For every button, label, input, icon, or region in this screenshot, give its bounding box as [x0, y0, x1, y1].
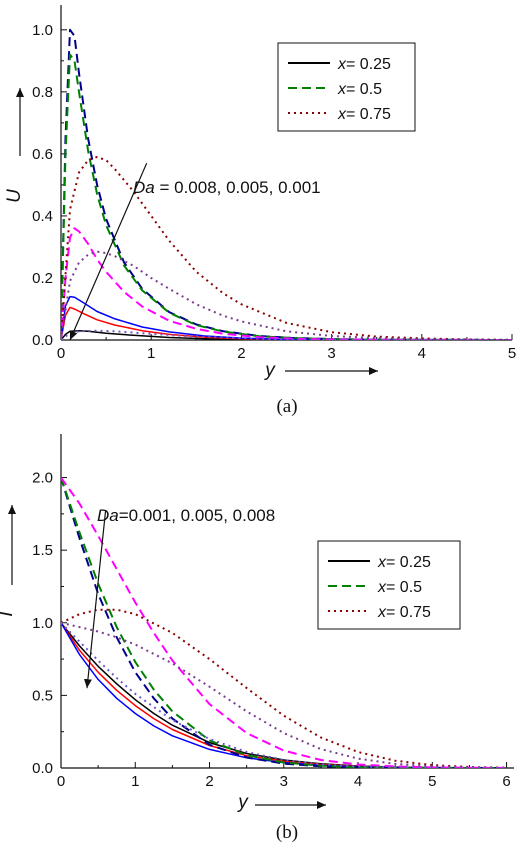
annotation-values: =0.001, 0.005, 0.008 [119, 506, 275, 525]
y-tick-label: 2.0 [32, 470, 53, 487]
series-line-6 [61, 227, 512, 340]
y-tick-label: 0.0 [32, 332, 53, 349]
panel-caption: (a) [276, 396, 297, 417]
legend-label: x= 0.5 [337, 81, 382, 98]
y-tick-label: 1.0 [32, 615, 53, 632]
y-tick-label: 0.4 [32, 208, 53, 225]
legend-value: = 0.75 [386, 604, 431, 621]
legend-box [317, 540, 461, 630]
x-tick-label: 1 [147, 345, 155, 362]
legend-label: x= 0.25 [377, 554, 431, 571]
legend-var: x [377, 604, 387, 621]
annotation-values: = 0.008, 0.005, 0.001 [155, 178, 321, 197]
legend-label: x= 0.75 [337, 106, 391, 123]
series-line-6 [61, 477, 507, 768]
series-line-3 [61, 622, 507, 768]
series-line-4 [61, 28, 512, 340]
y-tick-label: 0.6 [32, 146, 53, 163]
series-line-9 [61, 622, 507, 768]
legend-label: x= 0.25 [337, 56, 391, 73]
x-axis-label: y [236, 792, 249, 813]
y-tick-label: 0.2 [32, 270, 53, 287]
legend-label: x= 0.5 [377, 579, 422, 596]
annotation-arrow [69, 162, 148, 341]
series-line-8 [61, 621, 507, 768]
x-tick-label: 4 [354, 773, 362, 790]
annotation-var: Da [97, 506, 119, 525]
legend-label: x= 0.75 [377, 604, 431, 621]
y-tick-label: 0.0 [32, 760, 53, 777]
x-tick-label: 0 [57, 345, 65, 362]
y-tick-label: 1.5 [32, 542, 53, 559]
legend-value: = 0.75 [346, 106, 391, 123]
y-axis-label: T [0, 607, 17, 620]
legend-var: x [337, 81, 347, 98]
x-axis-label: y [263, 360, 276, 381]
legend: x= 0.25x= 0.5x= 0.75 [317, 540, 461, 630]
x-tick-label: 4 [418, 345, 426, 362]
series-line-4 [61, 477, 507, 768]
x-tick-label: 3 [327, 345, 335, 362]
x-tick-label: 2 [205, 773, 213, 790]
y-tick-label: 0.5 [32, 687, 53, 704]
x-tick-label: 5 [508, 345, 516, 362]
series-line-3 [61, 295, 512, 340]
series-group [61, 477, 507, 768]
legend-value: = 0.25 [386, 554, 431, 571]
y-tick-label: 0.8 [32, 84, 53, 101]
series-group [61, 28, 512, 340]
x-tick-label: 2 [237, 345, 245, 362]
legend-var: x [377, 579, 387, 596]
legend-var: x [377, 554, 387, 571]
series-line-2 [61, 622, 507, 768]
x-tick-label: 6 [502, 773, 510, 790]
x-tick-label: 1 [131, 773, 139, 790]
legend-value: = 0.5 [346, 81, 382, 98]
annotation-var: Da [133, 178, 155, 197]
annotation-label: Da = 0.008, 0.005, 0.001 [133, 178, 321, 197]
legend-value: = 0.5 [386, 579, 422, 596]
x-tick-label: 0 [57, 773, 65, 790]
series-line-5 [61, 477, 507, 768]
x-tick-label: 5 [428, 773, 436, 790]
series-line-8 [61, 250, 512, 340]
y-axis-label: U [4, 189, 25, 203]
legend-box [277, 42, 416, 132]
legend-var: x [337, 106, 347, 123]
panel-caption: (b) [276, 822, 298, 843]
annotation-arrow [83, 510, 107, 689]
x-tick-label: 3 [280, 773, 288, 790]
legend-value: = 0.25 [346, 56, 391, 73]
series-line-7 [61, 608, 507, 768]
y-tick-label: 1.0 [32, 22, 53, 39]
annotation-label: Da=0.001, 0.005, 0.008 [97, 506, 275, 525]
legend-var: x [337, 56, 347, 73]
legend: x= 0.25x= 0.5x= 0.75 [277, 42, 416, 132]
series-line-1 [61, 622, 507, 768]
